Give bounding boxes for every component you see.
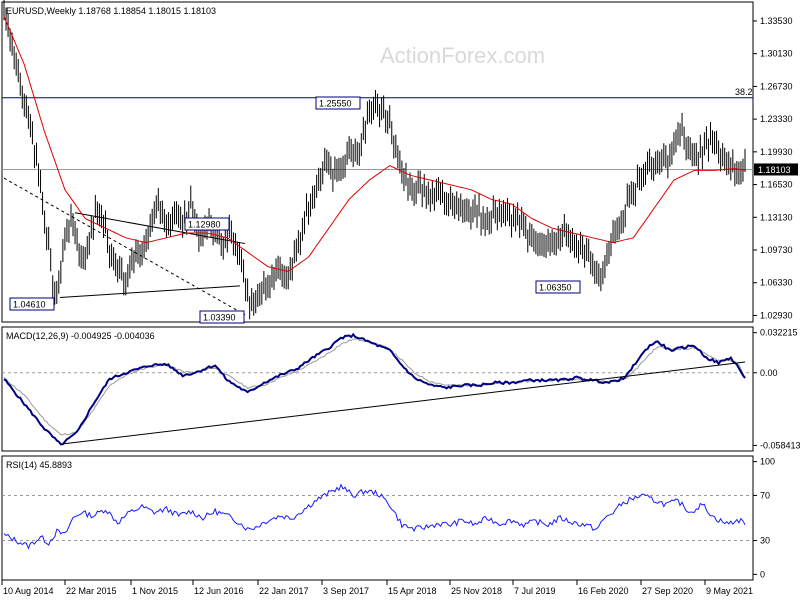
x-tick-label: 15 Apr 2018 [388, 586, 437, 596]
x-tick-label: 3 Sep 2017 [323, 586, 369, 596]
price-annotation: 1.06350 [535, 280, 581, 294]
price-chart-title: EURUSD,Weekly 1.18768 1.18854 1.18015 1.… [6, 6, 216, 16]
annotation-box [9, 297, 55, 311]
price-y-tick-label: 1.33530 [760, 16, 793, 26]
annotation-label: 1.03390 [203, 313, 236, 323]
macd-panel [1, 326, 754, 452]
price-y-tick-label: 1.09730 [760, 245, 793, 255]
x-tick-label: 22 Jan 2017 [259, 586, 309, 596]
macd-y-tick-label: 0.00 [760, 368, 778, 378]
macd-chart-title: MACD(12,26,9) -0.004925 -0.004036 [6, 331, 155, 341]
x-tick-label: 16 Feb 2020 [578, 586, 629, 596]
rsi-y-tick-label: 30 [760, 536, 770, 546]
price-panel [1, 1, 754, 323]
annotation-box [535, 280, 581, 294]
annotation-label: 1.25550 [319, 99, 352, 109]
annotation-box [315, 96, 361, 110]
x-tick-label: 25 Nov 2018 [451, 586, 502, 596]
x-tick-label: 1 Nov 2015 [132, 586, 178, 596]
price-y-tick-label: 1.06330 [760, 278, 793, 288]
trend-line [59, 285, 241, 298]
annotation-label: 1.12980 [188, 220, 221, 230]
x-tick-label: 27 Sep 2020 [642, 586, 693, 596]
trend-line [3, 177, 246, 316]
price-bars [3, 0, 746, 320]
moving-average-line [3, 16, 746, 273]
rsi-y-tick-label: 70 [760, 490, 770, 500]
last-price-box [754, 163, 798, 176]
price-annotation: 1.25550 [315, 96, 361, 110]
price-annotation: 1.12980 [184, 217, 230, 231]
price-annotation: 1.03390 [199, 310, 245, 324]
annotation-label: 1.06350 [539, 283, 572, 293]
price-y-tick-label: 1.23330 [760, 114, 793, 124]
macd-trend-line [61, 361, 746, 445]
annotation-box [199, 310, 245, 324]
rsi-line [3, 483, 746, 550]
annotation-box [184, 217, 230, 231]
macd-y-tick-label: 0.032215 [760, 328, 798, 338]
watermark: ActionForex.com [380, 43, 545, 68]
x-tick-label: 12 Jun 2016 [194, 586, 244, 596]
x-tick-label: 10 Aug 2014 [3, 586, 54, 596]
price-y-tick-label: 1.16530 [760, 180, 793, 190]
fib-level-label: 38.2 [735, 87, 753, 97]
price-y-tick-label: 1.30130 [760, 49, 793, 59]
rsi-chart-title: RSI(14) 45.8893 [6, 460, 72, 470]
rsi-y-tick-label: 0 [760, 569, 765, 579]
annotation-label: 1.04610 [13, 300, 46, 310]
macd-y-tick-label: -0.058413 [760, 440, 800, 450]
rsi-y-tick-label: 100 [760, 457, 775, 467]
x-tick-label: 22 Mar 2015 [66, 586, 117, 596]
price-y-tick-label: 1.19930 [760, 147, 793, 157]
price-y-tick-label: 1.26730 [760, 81, 793, 91]
rsi-panel [1, 455, 754, 581]
x-tick-label: 9 May 2021 [706, 586, 753, 596]
last-price-label: 1.18103 [758, 165, 791, 175]
macd-line [3, 332, 746, 446]
price-y-tick-label: 1.02930 [760, 310, 793, 320]
price-annotation: 1.04610 [9, 297, 55, 311]
x-tick-label: 7 Jul 2019 [514, 586, 556, 596]
price-y-tick-label: 1.13130 [760, 212, 793, 222]
